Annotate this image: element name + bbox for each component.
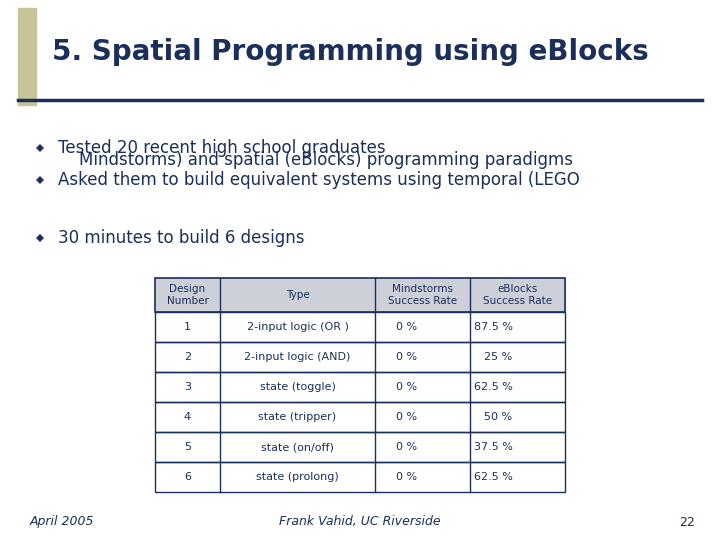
Text: 4: 4: [184, 412, 191, 422]
Text: 2-input logic (AND): 2-input logic (AND): [244, 352, 351, 362]
Text: 87.5 %: 87.5 %: [474, 322, 513, 332]
Bar: [155, 402, 565, 432]
Text: 1: 1: [184, 322, 191, 332]
Text: 62.5 %: 62.5 %: [474, 472, 513, 482]
Text: Tested 20 recent high school graduates: Tested 20 recent high school graduates: [58, 139, 386, 157]
Text: 62.5 %: 62.5 %: [474, 382, 513, 392]
Bar: [155, 432, 565, 462]
Text: 0 %: 0 %: [397, 352, 418, 362]
Text: Frank Vahid, UC Riverside: Frank Vahid, UC Riverside: [279, 516, 441, 529]
Bar: [155, 432, 565, 462]
Text: 25 %: 25 %: [485, 352, 513, 362]
Bar: [155, 342, 565, 372]
Bar: [155, 312, 565, 342]
Text: 6: 6: [184, 472, 191, 482]
Bar: [155, 402, 565, 432]
Text: Mindstorms) and spatial (eBlocks) programming paradigms: Mindstorms) and spatial (eBlocks) progra…: [58, 151, 573, 169]
Bar: [155, 278, 565, 312]
Text: 30 minutes to build 6 designs: 30 minutes to build 6 designs: [58, 229, 305, 247]
Bar: [155, 372, 565, 402]
Text: Type: Type: [286, 290, 310, 300]
Bar: [155, 342, 565, 372]
Text: 5. Spatial Programming using eBlocks: 5. Spatial Programming using eBlocks: [52, 38, 649, 66]
Bar: [155, 462, 565, 492]
Text: 3: 3: [184, 382, 191, 392]
Text: 5: 5: [184, 442, 191, 452]
Text: 0 %: 0 %: [397, 472, 418, 482]
Bar: [155, 312, 565, 342]
Text: state (on/off): state (on/off): [261, 442, 334, 452]
Text: Asked them to build equivalent systems using temporal (LEGO: Asked them to build equivalent systems u…: [58, 171, 580, 189]
Bar: [155, 278, 565, 312]
Text: eBlocks
Success Rate: eBlocks Success Rate: [483, 284, 552, 306]
Text: 37.5 %: 37.5 %: [474, 442, 513, 452]
Text: state (toggle): state (toggle): [260, 382, 336, 392]
Text: April 2005: April 2005: [30, 516, 94, 529]
Text: 0 %: 0 %: [397, 442, 418, 452]
Text: 0 %: 0 %: [397, 382, 418, 392]
Text: state (tripper): state (tripper): [258, 412, 336, 422]
Bar: [18, 8, 36, 105]
Text: Design
Number: Design Number: [166, 284, 208, 306]
Text: 2: 2: [184, 352, 191, 362]
Text: Mindstorms
Success Rate: Mindstorms Success Rate: [388, 284, 457, 306]
Text: 2-input logic (OR ): 2-input logic (OR ): [246, 322, 348, 332]
Text: 50 %: 50 %: [485, 412, 513, 422]
Bar: [155, 372, 565, 402]
Text: state (prolong): state (prolong): [256, 472, 339, 482]
Text: 0 %: 0 %: [397, 322, 418, 332]
Text: 22: 22: [679, 516, 695, 529]
Text: 0 %: 0 %: [397, 412, 418, 422]
Bar: [155, 462, 565, 492]
